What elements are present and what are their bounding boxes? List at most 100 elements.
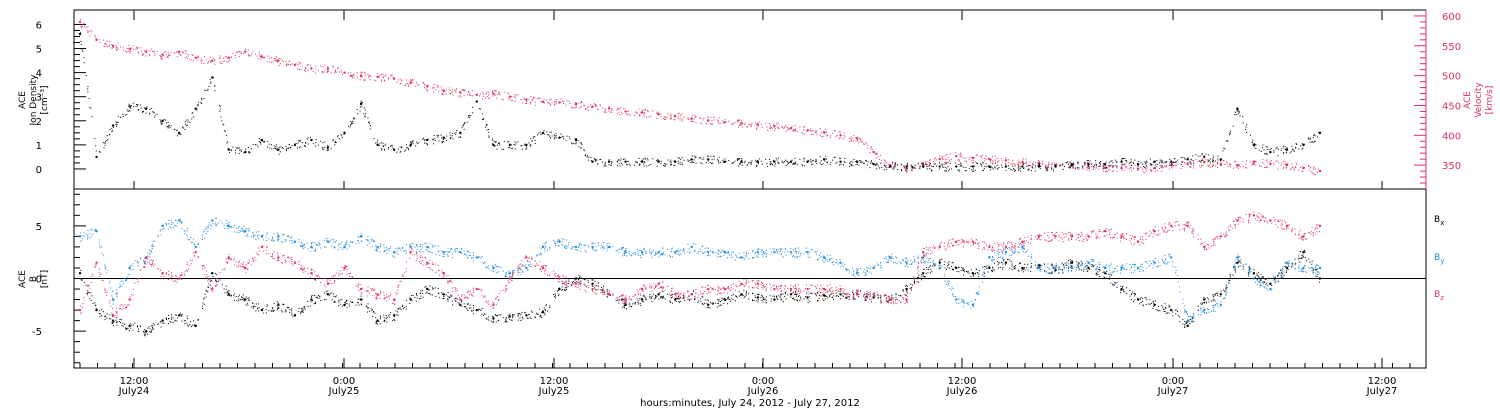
density-series-sample [176, 129, 178, 131]
bx-series-sample [201, 307, 203, 309]
velocity-series-sample [245, 50, 247, 52]
bx-series-sample [1175, 313, 1177, 315]
velocity-series-sample [1018, 161, 1020, 163]
bx-series-sample [495, 321, 497, 323]
velocity-series-sample [859, 140, 861, 142]
density-series-sample [460, 131, 462, 133]
velocity-series-sample [1126, 167, 1128, 169]
velocity-series-sample [1314, 168, 1316, 170]
velocity-series-sample [829, 137, 831, 139]
velocity-series-sample [161, 56, 163, 58]
velocity-series-sample [534, 97, 536, 99]
velocity-series-sample [776, 124, 778, 126]
velocity-series-sample [485, 97, 487, 99]
bx-series-sample [1168, 306, 1170, 308]
bx-series-sample [1212, 294, 1214, 296]
velocity-series-sample [1171, 165, 1173, 167]
by-series-sample [143, 260, 145, 262]
density-series-sample [111, 131, 113, 133]
density-series-sample [866, 160, 868, 162]
density-series-sample [821, 163, 823, 165]
density-series-sample [1113, 165, 1115, 167]
bx-series-sample [655, 296, 657, 298]
bx-series-sample [1133, 295, 1135, 297]
velocity-series-sample [1235, 160, 1237, 162]
density-series-sample [135, 105, 137, 107]
density-series-sample [1100, 161, 1102, 163]
density-series-sample [914, 167, 916, 169]
bx-series-sample [757, 293, 759, 295]
density-series-sample [1236, 109, 1238, 111]
density-series-sample [960, 163, 962, 165]
velocity-series-sample [424, 84, 426, 86]
density-series-sample [718, 162, 720, 164]
velocity-series-sample [384, 80, 386, 82]
by-series-sample [121, 285, 123, 287]
density-series-sample [926, 168, 928, 170]
velocity-series-sample [401, 79, 403, 81]
density-series-sample [1156, 160, 1158, 162]
bx-series-sample [540, 317, 542, 319]
bx-series-sample [964, 271, 966, 273]
x-tick-day: July24 [118, 386, 150, 397]
bx-series-sample [579, 277, 581, 279]
velocity-series-sample [830, 135, 832, 137]
bx-series-sample [427, 292, 429, 294]
density-series-sample [209, 78, 211, 80]
velocity-series-sample [833, 130, 835, 132]
bx-series-sample [967, 270, 969, 272]
density-series-sample [85, 75, 87, 77]
velocity-series-sample [262, 56, 264, 58]
density-series-sample [1067, 163, 1069, 165]
velocity-series-sample [718, 123, 720, 125]
velocity-series-sample [1223, 160, 1225, 162]
by-series-sample [151, 247, 153, 249]
bx-series-sample [910, 287, 912, 289]
velocity-series-sample [941, 156, 943, 158]
density-series-sample [770, 162, 772, 164]
density-series-sample [1224, 148, 1226, 150]
bx-series-sample [1219, 295, 1221, 297]
density-series-sample [1004, 163, 1006, 165]
velocity-series-point [1004, 159, 1008, 162]
velocity-series-sample [1100, 164, 1102, 166]
axis-label-line: Velocity [1474, 82, 1484, 118]
velocity-series-sample [282, 61, 284, 63]
velocity-series-sample [728, 120, 730, 122]
density-series-sample [449, 137, 451, 139]
density-series-sample [483, 117, 485, 119]
bx-series-sample [779, 296, 781, 298]
bx-series-sample [121, 324, 123, 326]
bx-series-sample [460, 301, 462, 303]
bx-series-sample [659, 292, 661, 294]
density-series-sample [863, 162, 865, 164]
velocity-series-sample [939, 155, 941, 157]
by-series-point [194, 245, 197, 249]
bx-series-sample [1225, 288, 1227, 290]
bx-series-sample [110, 318, 112, 320]
velocity-series-sample [812, 130, 814, 132]
bx-series-sample [258, 307, 260, 309]
density-series-sample [1039, 163, 1041, 165]
bx-series-sample [621, 298, 623, 300]
bx-series-sample [248, 297, 250, 299]
density-series-sample [769, 164, 771, 166]
bx-series-sample [482, 314, 484, 316]
velocity-series-sample [349, 75, 351, 77]
density-series-sample [1253, 146, 1255, 148]
density-series-sample [406, 147, 408, 149]
density-series-sample [401, 146, 403, 148]
density-series-sample [373, 137, 375, 139]
density-series-sample [819, 156, 821, 158]
bx-series-sample [1229, 279, 1231, 281]
bx-series-sample [797, 295, 799, 297]
density-series-sample [1303, 143, 1305, 145]
density-series-sample [1134, 159, 1136, 161]
velocity-series-sample [455, 89, 457, 91]
bx-series-sample [418, 298, 420, 300]
density-series-sample [579, 142, 581, 144]
bx-series-sample [866, 292, 868, 294]
density-series-sample [693, 159, 695, 161]
density-series-sample [1001, 166, 1003, 168]
density-series-sample [1062, 169, 1064, 171]
